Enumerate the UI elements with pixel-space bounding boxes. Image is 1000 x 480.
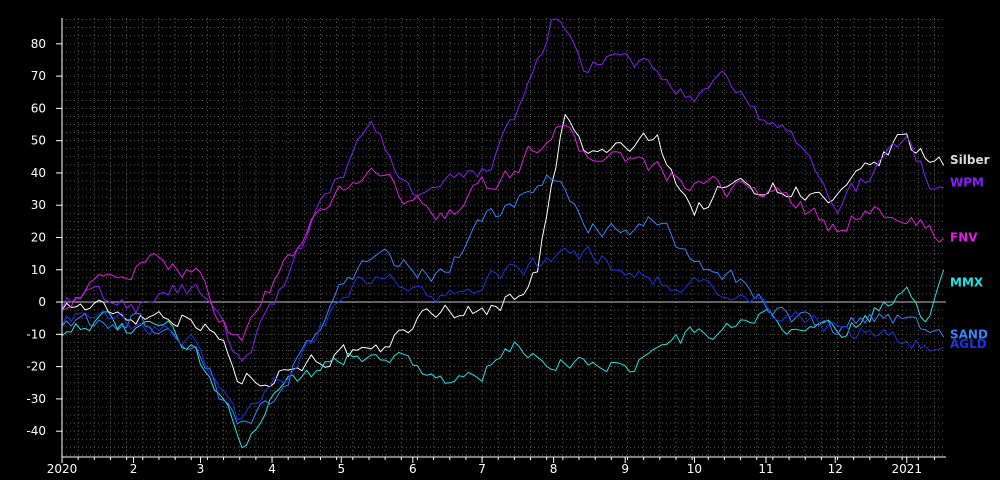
x-tick-label: 12 xyxy=(828,462,843,476)
series-line-wpm xyxy=(61,18,944,362)
x-tick-label: 10 xyxy=(687,462,702,476)
x-tick-label: 11 xyxy=(758,462,773,476)
x-tick-label: 5 xyxy=(337,462,345,476)
grid xyxy=(61,18,946,457)
series-line-mmx xyxy=(61,269,945,449)
y-tick-label: 60 xyxy=(31,101,46,115)
y-tick-label: -20 xyxy=(26,360,46,374)
y-tick-label: 30 xyxy=(31,198,46,212)
series-label-agld: AGLD xyxy=(950,337,987,351)
x-tick-label: 8 xyxy=(550,462,558,476)
series-lines xyxy=(61,18,945,449)
series-line-agld xyxy=(61,246,944,421)
series-label-fnv: FNV xyxy=(950,231,978,245)
y-tick-label: -10 xyxy=(26,327,46,341)
y-tick-label: 50 xyxy=(31,134,46,148)
x-axis: 2020 2 3 4 5 6 7 8 9 10 11 12 2021 xyxy=(47,456,946,476)
x-tick-label: 6 xyxy=(409,462,417,476)
x-tick-label: 2 xyxy=(130,462,138,476)
series-line-fnv xyxy=(61,125,945,342)
y-tick-label: -40 xyxy=(26,424,46,438)
series-label-mmx: MMX xyxy=(950,276,984,290)
series-line-sand xyxy=(61,174,945,425)
y-tick-label: 0 xyxy=(38,295,46,309)
y-tick-label: 20 xyxy=(31,231,46,245)
x-tick-label: 9 xyxy=(621,462,629,476)
y-tick-label: 80 xyxy=(31,37,46,51)
y-axis: 80 70 60 50 40 30 20 10 0 -10 -20 -30 -40 xyxy=(26,18,63,461)
x-tick-label: 3 xyxy=(197,462,205,476)
series-label-sand: SAND xyxy=(950,327,988,341)
series-line-silber xyxy=(61,114,945,388)
x-tick-label: 2020 xyxy=(47,462,78,476)
series-label-wpm: WPM xyxy=(950,176,984,190)
y-tick-label: 70 xyxy=(31,69,46,83)
y-tick-label: -30 xyxy=(26,392,46,406)
series-label-silber: Silber xyxy=(950,153,990,167)
y-tick-label: 40 xyxy=(31,166,46,180)
y-tick-label: 10 xyxy=(31,263,46,277)
x-tick-label: 7 xyxy=(478,462,486,476)
x-tick-label: 4 xyxy=(268,462,276,476)
x-tick-label: 2021 xyxy=(891,462,922,476)
